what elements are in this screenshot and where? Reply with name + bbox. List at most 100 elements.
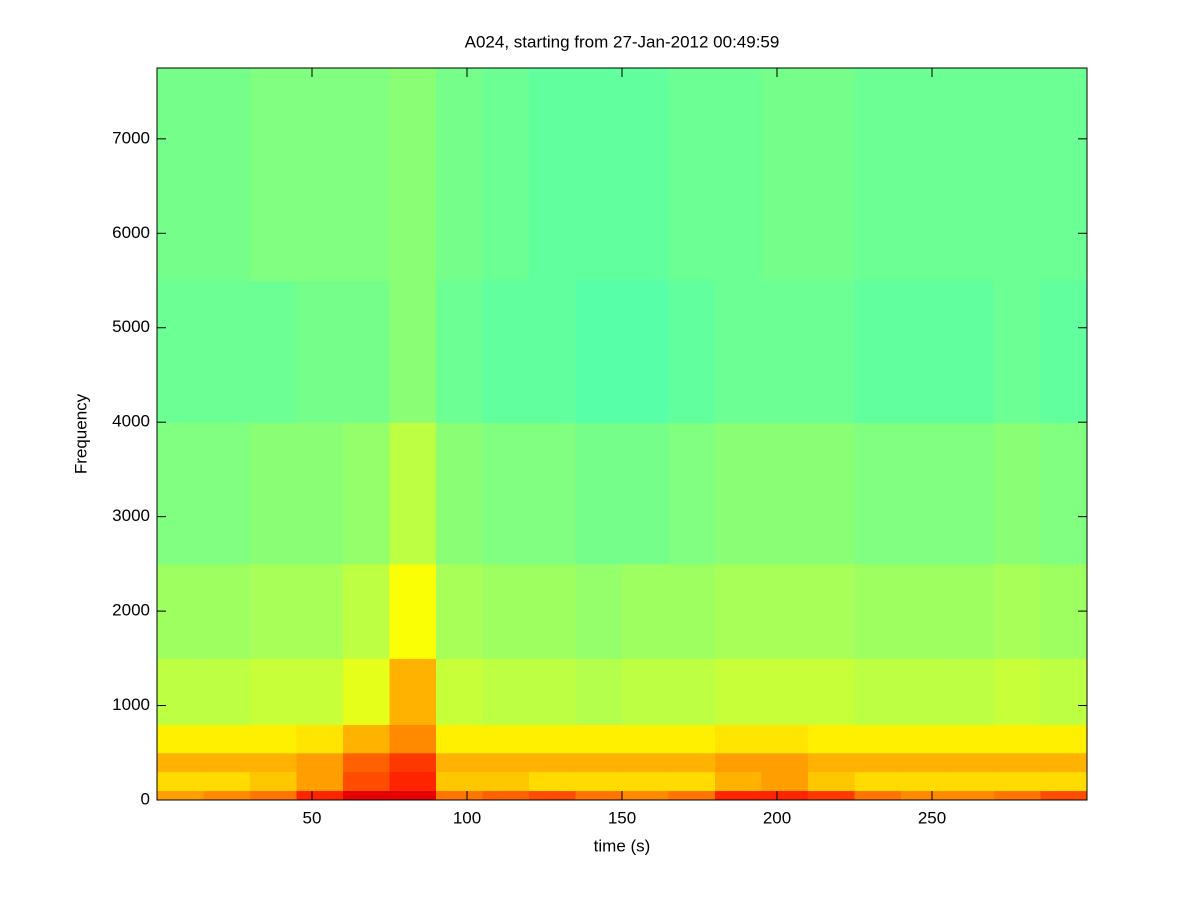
spectrogram-cell	[436, 563, 483, 659]
y-tick-label: 1000	[112, 695, 150, 714]
spectrogram-cell	[296, 724, 344, 754]
spectrogram-cell	[157, 422, 204, 565]
y-tick-label: 6000	[112, 223, 150, 242]
spectrogram-cell	[296, 68, 344, 282]
spectrogram-cell	[203, 658, 251, 725]
spectrogram-cell	[250, 563, 297, 659]
y-tick-label: 4000	[112, 412, 150, 431]
spectrogram-cell	[622, 422, 669, 565]
spectrogram-cell	[529, 280, 576, 423]
spectrogram-cell	[482, 658, 530, 725]
spectrogram-cell	[343, 422, 390, 565]
spectrogram-cell	[389, 422, 437, 565]
spectrogram-cell	[947, 752, 995, 773]
spectrogram-cell	[668, 422, 716, 565]
spectrogram-cell	[343, 280, 390, 423]
spectrogram-cell	[575, 68, 623, 282]
spectrogram-cell	[947, 422, 995, 565]
spectrogram-cell	[1040, 752, 1088, 773]
x-tick-label: 250	[918, 808, 946, 827]
spectrogram-cell	[854, 563, 902, 659]
spectrogram-cell	[901, 280, 948, 423]
spectrogram-cell	[1040, 280, 1088, 423]
spectrogram-cell	[994, 563, 1041, 659]
spectrogram-cell	[436, 752, 483, 773]
spectrogram-cell	[901, 752, 948, 773]
spectrogram-cell	[296, 280, 344, 423]
spectrogram-cell	[389, 752, 437, 773]
spectrogram-cell	[389, 280, 437, 423]
x-tick-label: 200	[763, 808, 791, 827]
spectrogram-cell	[203, 68, 251, 282]
spectrogram-cell	[1040, 68, 1088, 282]
spectrogram-cell	[343, 563, 390, 659]
spectrogram-cell	[1040, 658, 1088, 725]
spectrogram-cell	[436, 280, 483, 423]
spectrogram-cell	[808, 790, 855, 801]
spectrogram-cell	[250, 422, 297, 565]
spectrogram-cell	[482, 790, 530, 801]
spectrogram-cell	[436, 68, 483, 282]
spectrogram-cell	[575, 790, 623, 801]
spectrogram-cell	[668, 771, 716, 792]
spectrogram-cell	[343, 790, 390, 801]
spectrogram-cell	[296, 563, 344, 659]
spectrogram-cell	[203, 563, 251, 659]
spectrogram-cell	[343, 724, 390, 754]
spectrogram-cell	[901, 771, 948, 792]
spectrogram-cell	[715, 771, 762, 792]
spectrogram-cell	[575, 563, 623, 659]
spectrogram-cell	[436, 658, 483, 725]
spectrogram-cell	[203, 422, 251, 565]
spectrogram-cell	[947, 724, 995, 754]
spectrogram-cell	[622, 752, 669, 773]
spectrogram-cell	[668, 280, 716, 423]
spectrogram-cell	[529, 658, 576, 725]
spectrogram-cell	[389, 790, 437, 801]
spectrogram-cell	[575, 422, 623, 565]
spectrogram-cell	[622, 658, 669, 725]
spectrogram-cell	[715, 68, 762, 282]
spectrogram-cell	[482, 724, 530, 754]
spectrogram-cell	[668, 790, 716, 801]
chart-title: A024, starting from 27-Jan-2012 00:49:59	[465, 32, 780, 51]
spectrogram-cell	[994, 280, 1041, 423]
spectrogram-cell	[808, 563, 855, 659]
spectrogram-cell	[529, 422, 576, 565]
spectrogram-cell	[854, 752, 902, 773]
spectrogram-cell	[854, 68, 902, 282]
spectrogram-cell	[808, 771, 855, 792]
spectrogram-cell	[622, 563, 669, 659]
spectrogram-cell	[994, 752, 1041, 773]
spectrogram-cell	[389, 771, 437, 792]
y-tick-label: 2000	[112, 601, 150, 620]
spectrogram-cell	[947, 280, 995, 423]
spectrogram-cell	[436, 771, 483, 792]
spectrogram-cell	[622, 68, 669, 282]
spectrogram-cell	[854, 771, 902, 792]
spectrogram-cell	[575, 280, 623, 423]
spectrogram-cell	[761, 563, 809, 659]
spectrogram-cell	[901, 68, 948, 282]
spectrogram-cell	[250, 790, 297, 801]
spectrogram-cell	[761, 658, 809, 725]
spectrogram-cell	[668, 752, 716, 773]
spectrogram-cell	[622, 771, 669, 792]
spectrogram-cell	[947, 563, 995, 659]
y-axis-label: Frequency	[71, 393, 90, 474]
spectrogram-cell	[808, 752, 855, 773]
spectrogram-cell	[482, 280, 530, 423]
spectrogram-cell	[250, 752, 297, 773]
spectrogram-cell	[715, 563, 762, 659]
spectrogram-cell	[296, 771, 344, 792]
y-tick-label: 7000	[112, 128, 150, 147]
spectrogram-cell	[436, 422, 483, 565]
spectrogram-cell	[482, 771, 530, 792]
spectrogram-cell	[203, 724, 251, 754]
spectrogram-cell	[761, 422, 809, 565]
spectrogram-cell	[947, 68, 995, 282]
x-tick-label: 150	[608, 808, 636, 827]
x-tick-label: 50	[303, 808, 322, 827]
y-tick-label: 3000	[112, 506, 150, 525]
y-tick-label: 0	[141, 789, 150, 808]
